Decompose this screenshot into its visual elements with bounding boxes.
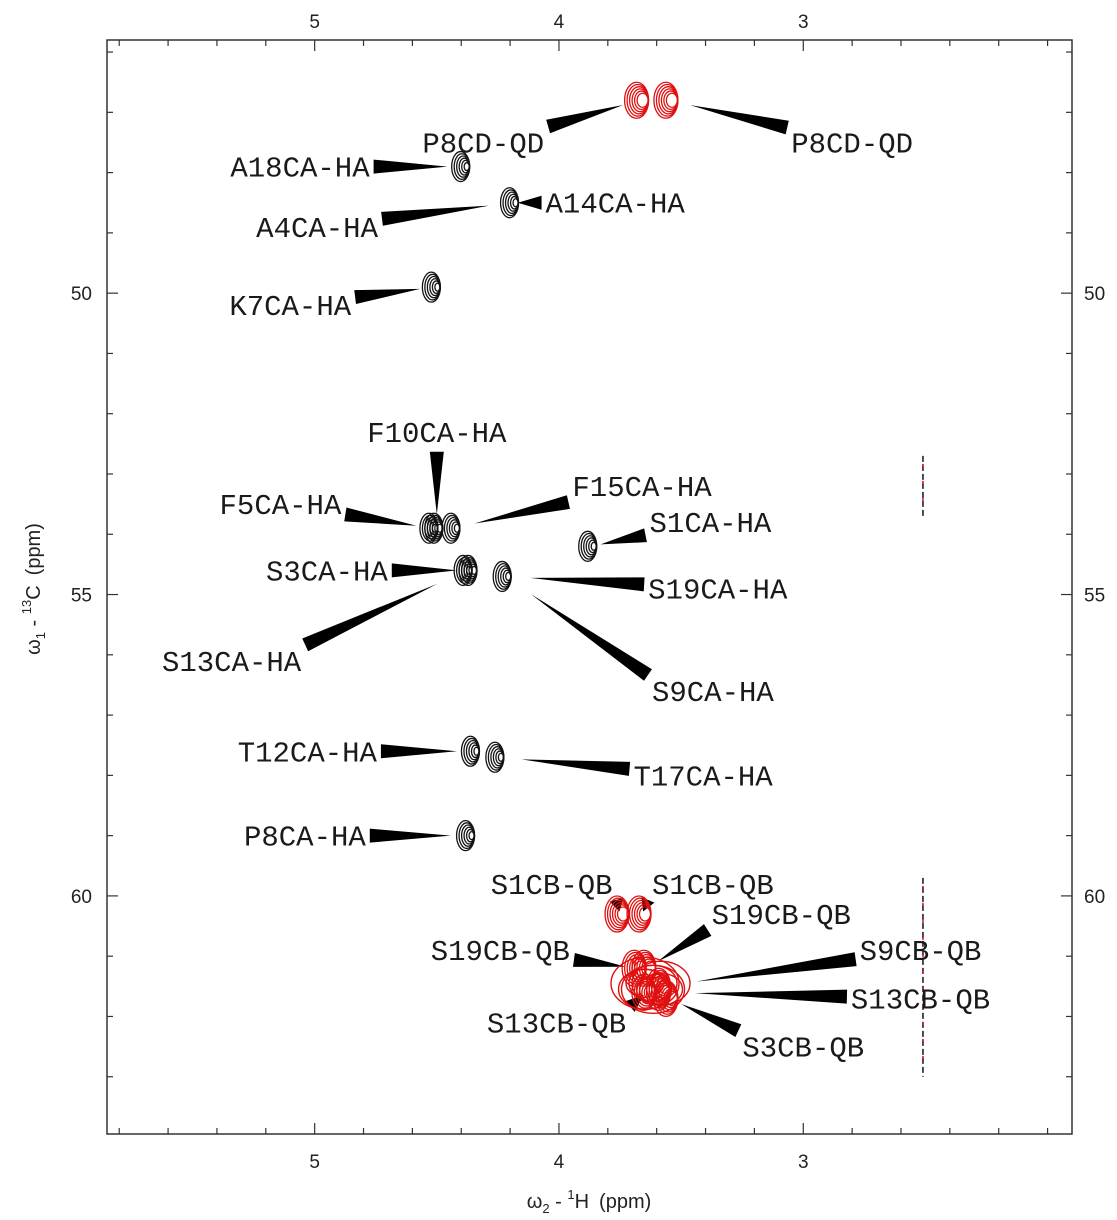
peak-label: S1CB-QB: [652, 870, 774, 903]
x-tick-label-bottom: 3: [798, 1152, 809, 1173]
peak-contour: [453, 554, 473, 587]
x-axis-title: ω2 - 1H (ppm): [527, 1187, 652, 1216]
peak-contour: [460, 735, 481, 767]
peak-contour: [441, 512, 461, 544]
peak-contour: [623, 81, 650, 119]
peak-contour: [458, 554, 478, 587]
peak-label: S19CB-QB: [431, 936, 570, 969]
peak-pointer: [381, 205, 490, 226]
y-axis-unit: (ppm): [23, 523, 45, 575]
peak-contour: [451, 150, 471, 183]
peak-labels: P8CD-QD P8CD-QD A18CA-HA A14CA-HA A4CA-HA K7C…: [162, 128, 990, 1065]
peak-pointer: [530, 577, 645, 592]
x-axis-unit: (ppm): [599, 1191, 651, 1213]
y-axis-title: ω1 - 13C(ppm): [19, 523, 48, 655]
x-axis-symbol: ω: [527, 1191, 543, 1213]
x-tick-label-top: 3: [798, 12, 809, 33]
peak-label: S3CB-QB: [742, 1033, 864, 1066]
x-tick-label-bottom: 5: [309, 1152, 320, 1173]
y-axis-index: 1: [33, 632, 48, 639]
peak-label: F15CA-HA: [572, 472, 712, 505]
y-tick-label-left: 55: [71, 586, 92, 607]
peak-pointer: [690, 105, 789, 135]
x-tick-label-top: 4: [554, 12, 565, 33]
peak-label: S9CB-QB: [860, 936, 982, 969]
peak-label: A4CA-HA: [256, 213, 378, 246]
peak-pointer: [600, 528, 647, 545]
peak-label: F5CA-HA: [220, 490, 342, 523]
peak-pointer: [302, 583, 438, 652]
peak-label: A18CA-HA: [230, 153, 370, 186]
peak-label: P8CA-HA: [244, 822, 366, 855]
x-tick-label-bottom: 4: [554, 1152, 565, 1173]
peak-pointer: [521, 759, 631, 776]
peak-label: S19CB-QB: [712, 900, 851, 933]
peak-pointer: [657, 924, 712, 962]
peak-label: S9CA-HA: [652, 677, 774, 710]
y-axis-isotope: C: [23, 585, 45, 599]
peak-pointer: [474, 495, 570, 524]
y-axis-isotope-mass: 13: [19, 600, 34, 614]
peak-label: S1CB-QB: [491, 870, 613, 903]
peak-label: F10CA-HA: [367, 418, 507, 451]
peak-pointer: [694, 989, 848, 1004]
x-axis-isotope: H: [575, 1191, 589, 1213]
peak-label: S3CA-HA: [266, 556, 388, 589]
y-axis-symbol: ω: [23, 639, 45, 655]
peak-contour: [653, 81, 679, 119]
peak-pointer: [530, 594, 652, 681]
peak-pointer: [344, 507, 417, 526]
peak-label: A14CA-HA: [546, 189, 686, 222]
y-tick-label-left: 60: [71, 887, 92, 908]
peak-pointer: [573, 952, 626, 967]
peak-label: P8CD-QD: [422, 128, 544, 161]
plot-frame: [106, 39, 1073, 1135]
peak-pointer: [354, 288, 421, 305]
y-tick-label-right: 50: [1084, 284, 1105, 305]
peak-contour: [492, 560, 512, 593]
peak-pointer: [546, 104, 624, 134]
peak-label: S13CA-HA: [162, 647, 302, 680]
x-tick-label-top: 5: [309, 12, 320, 33]
y-tick-label-right: 60: [1084, 887, 1105, 908]
peak-pointer: [380, 744, 457, 759]
y-axis-ticks: [107, 51, 1072, 1078]
peak-contours: [419, 81, 691, 1018]
peak-contour: [499, 187, 520, 219]
peak-label: T12CA-HA: [238, 737, 378, 770]
peak-label: S1CA-HA: [650, 508, 772, 541]
peak-pointer: [681, 1004, 742, 1037]
peak-label: S13CB-QB: [487, 1008, 626, 1041]
peak-label: T17CA-HA: [633, 761, 773, 794]
x-axis-index: 2: [542, 1201, 549, 1216]
peak-pointer: [517, 195, 542, 210]
y-tick-label-right: 55: [1084, 586, 1105, 607]
annotation-pointers: [302, 104, 857, 1037]
y-tick-label-left: 50: [71, 284, 92, 305]
x-axis-ticks: [118, 40, 1049, 1134]
peak-label: P8CD-QD: [791, 128, 913, 161]
peak-pointer: [696, 952, 857, 982]
peak-label: S19CA-HA: [648, 575, 788, 608]
peak-label: S13CB-QB: [851, 984, 990, 1017]
peak-contour: [578, 530, 598, 562]
peak-pointer: [429, 451, 444, 515]
peak-cluster-serine-cb: [610, 956, 691, 1015]
peak-contour: [419, 512, 439, 544]
peak-contour: [421, 271, 442, 303]
peak-contour: [485, 741, 505, 773]
peak-pointer: [369, 828, 451, 843]
peak-label: K7CA-HA: [229, 291, 351, 324]
peak-contour: [626, 895, 652, 933]
peak-pointer: [373, 159, 448, 174]
peak-contour: [455, 819, 476, 852]
peak-pointer: [391, 563, 457, 578]
x-axis-isotope-mass: 1: [567, 1187, 574, 1202]
